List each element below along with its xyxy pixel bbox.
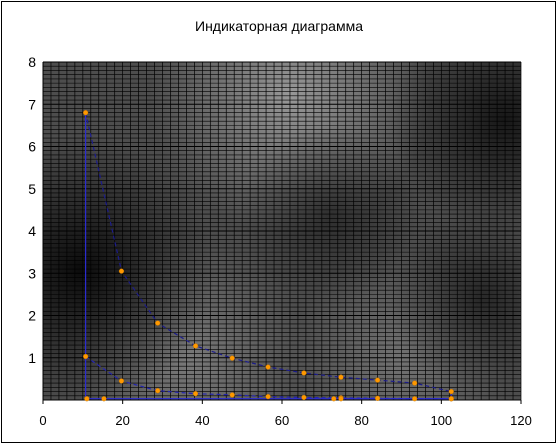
series-2-point [83,353,89,360]
series-1-point [301,370,307,376]
series-1-point [412,380,418,386]
series-4-point [338,396,344,402]
series-1-point [192,343,199,349]
series-1-point [118,268,125,274]
y-tick-label: 3 [28,265,36,281]
series-4-point [84,396,90,402]
y-tick-label: 6 [28,139,36,155]
series-1-point [229,355,235,361]
y-tick-label: 1 [28,350,36,366]
y-tick-label: 8 [28,54,36,70]
x-tick-label: 80 [354,413,368,428]
x-tick-label: 100 [430,413,452,428]
series-2-point [155,388,161,394]
series-1-point [83,110,89,116]
x-tick-label: 120 [510,413,532,428]
y-tick-label: 2 [28,308,36,324]
x-tick-label: 0 [39,413,46,428]
series-1-point [155,320,161,326]
chart-title: Индикаторная диаграмма [195,18,363,34]
series-2-point [192,391,199,397]
series-group [83,110,454,402]
series-1-point [338,374,344,380]
series-2-point [301,394,307,401]
series-1-point [265,364,271,370]
series-2-point [412,396,418,402]
series-2-point [375,395,381,401]
x-tick-label: 60 [275,413,289,428]
series-2-point [118,378,125,384]
x-tick-label: 40 [195,413,209,428]
y-tick-label: 5 [28,181,36,197]
y-tick-label: 4 [28,223,36,239]
y-tick-label: 7 [28,96,36,112]
series-2-point [265,394,271,400]
series-2-point [229,392,235,398]
series-1-point [375,377,381,383]
gridlines [42,61,522,401]
x-tick-label: 20 [115,413,129,428]
axes [42,62,522,404]
tick-labels: 0 20 40 60 80 100 120 1 2 3 4 5 6 7 8 [28,54,532,428]
series-1-point [448,388,454,395]
series-4-point [448,396,454,402]
series-4-point [331,396,337,402]
series-4-point [101,396,107,402]
